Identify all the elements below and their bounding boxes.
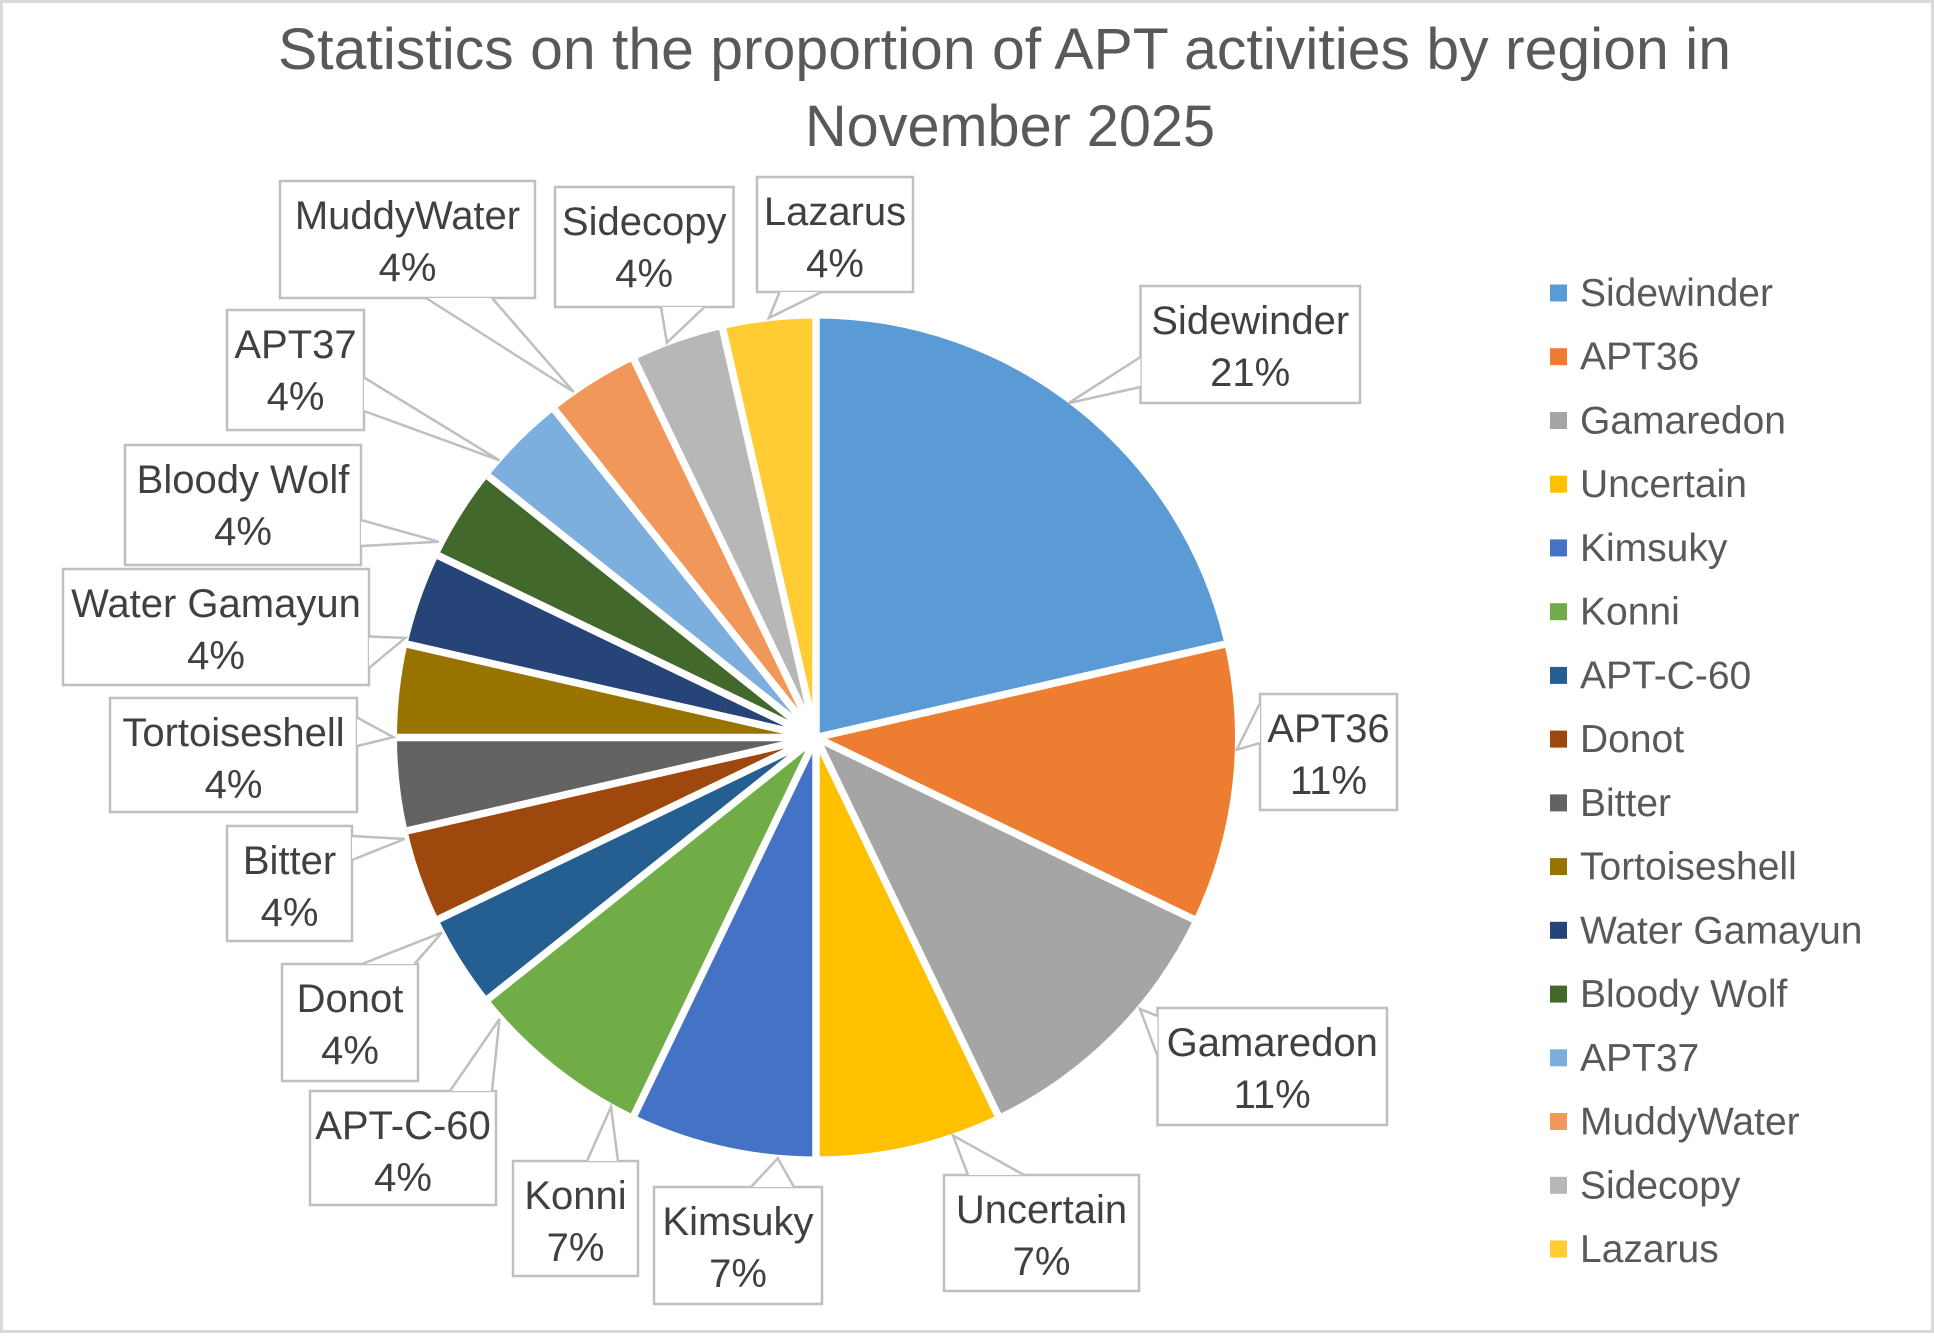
svg-text:Bitter: Bitter	[1580, 782, 1671, 825]
svg-text:APT36: APT36	[1580, 336, 1699, 379]
svg-text:21%: 21%	[1210, 351, 1290, 395]
svg-text:APT36: APT36	[1267, 707, 1389, 751]
svg-text:4%: 4%	[379, 246, 437, 290]
svg-text:Tortoiseshell: Tortoiseshell	[122, 711, 344, 755]
svg-text:4%: 4%	[187, 634, 245, 678]
svg-text:MuddyWater: MuddyWater	[295, 194, 520, 238]
svg-text:Kimsuky: Kimsuky	[662, 1200, 813, 1244]
svg-text:4%: 4%	[214, 510, 272, 554]
svg-text:Gamaredon: Gamaredon	[1167, 1021, 1378, 1065]
svg-text:Tortoiseshell: Tortoiseshell	[1580, 846, 1797, 889]
svg-text:Sidecopy: Sidecopy	[1580, 1164, 1741, 1207]
svg-text:7%: 7%	[1013, 1240, 1071, 1284]
svg-text:Konni: Konni	[524, 1174, 626, 1218]
svg-text:4%: 4%	[267, 375, 325, 419]
svg-text:7%: 7%	[547, 1226, 605, 1270]
svg-text:4%: 4%	[374, 1156, 432, 1200]
svg-text:Donot: Donot	[1580, 718, 1684, 761]
svg-text:Uncertain: Uncertain	[1580, 463, 1747, 506]
svg-text:Bitter: Bitter	[243, 839, 336, 883]
svg-text:4%: 4%	[205, 763, 263, 807]
svg-text:Lazarus: Lazarus	[1580, 1228, 1719, 1271]
svg-text:4%: 4%	[615, 252, 673, 296]
svg-text:Sidecopy: Sidecopy	[562, 200, 727, 244]
svg-text:Konni: Konni	[1580, 591, 1680, 634]
svg-text:Bloody Wolf: Bloody Wolf	[1580, 973, 1788, 1016]
svg-text:Donot: Donot	[297, 977, 404, 1021]
svg-text:Water Gamayun: Water Gamayun	[71, 582, 361, 626]
svg-text:Statistics on the proportion o: Statistics on the proportion of APT acti…	[278, 17, 1731, 82]
svg-text:APT37: APT37	[234, 323, 356, 367]
svg-text:November 2025: November 2025	[805, 94, 1215, 159]
svg-text:7%: 7%	[709, 1252, 767, 1296]
svg-text:Bloody Wolf: Bloody Wolf	[137, 458, 351, 502]
svg-text:11%: 11%	[1234, 1073, 1311, 1117]
svg-text:4%: 4%	[806, 242, 864, 286]
svg-text:Kimsuky: Kimsuky	[1580, 527, 1728, 570]
svg-text:4%: 4%	[261, 891, 319, 935]
svg-text:4%: 4%	[321, 1029, 379, 1073]
svg-text:Water Gamayun: Water Gamayun	[1580, 909, 1862, 952]
svg-text:11%: 11%	[1290, 759, 1367, 803]
svg-text:APT-C-60: APT-C-60	[1580, 654, 1751, 697]
svg-text:Uncertain: Uncertain	[956, 1188, 1127, 1232]
svg-text:APT-C-60: APT-C-60	[315, 1104, 491, 1148]
svg-text:MuddyWater: MuddyWater	[1580, 1101, 1800, 1144]
svg-text:Lazarus: Lazarus	[764, 190, 906, 234]
svg-text:Sidewinder: Sidewinder	[1151, 299, 1349, 343]
svg-text:APT37: APT37	[1580, 1037, 1699, 1080]
svg-text:Sidewinder: Sidewinder	[1580, 272, 1773, 315]
svg-text:Gamaredon: Gamaredon	[1580, 400, 1786, 443]
